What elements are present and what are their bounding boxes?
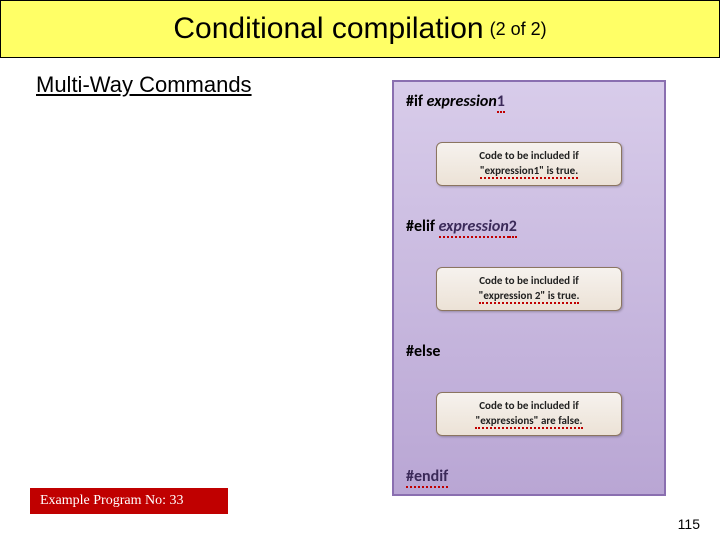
directive-else: #else xyxy=(406,342,652,361)
directive-if: #if expression1 xyxy=(406,92,652,111)
codebox-quoted: "expressions" are false. xyxy=(475,414,582,429)
codebox-line1: Code to be included if xyxy=(479,399,579,412)
title-main: Conditional compilation xyxy=(173,12,483,46)
codebox-line1: Code to be included if xyxy=(479,149,579,162)
subtitle: Multi-Way Commands xyxy=(36,72,252,98)
title-bar: Conditional compilation (2 of 2) xyxy=(0,0,720,58)
codebox-quoted: "expression 2" is true. xyxy=(479,289,580,304)
directive-keyword: #elif xyxy=(406,217,439,236)
directive-keyword: #if xyxy=(406,92,427,111)
codebox-else: Code to be included if "expressions" are… xyxy=(436,392,622,436)
directive-expr: expression xyxy=(439,217,509,238)
directive-keyword: #else xyxy=(406,342,440,361)
codebox-elif: Code to be included if "expression 2" is… xyxy=(436,267,622,311)
diagram-panel: #if expression1 Code to be included if "… xyxy=(392,80,666,496)
example-badge: Example Program No: 33 xyxy=(30,488,228,514)
page-number: 115 xyxy=(678,516,700,532)
directive-keyword: #endif xyxy=(406,467,448,488)
directive-elif: #elif expression2 xyxy=(406,217,652,236)
directive-suffix: 1 xyxy=(497,92,505,113)
codebox-if: Code to be included if "expression1" is … xyxy=(436,142,622,186)
directive-suffix: 2 xyxy=(509,217,517,238)
directive-expr: expression xyxy=(427,92,497,111)
codebox-line1: Code to be included if xyxy=(479,274,579,287)
title-sub: (2 of 2) xyxy=(490,19,547,40)
directive-endif: #endif xyxy=(406,467,652,486)
example-label: Example Program No: 33 xyxy=(40,493,183,509)
codebox-quoted: "expression1" is true. xyxy=(480,164,578,179)
